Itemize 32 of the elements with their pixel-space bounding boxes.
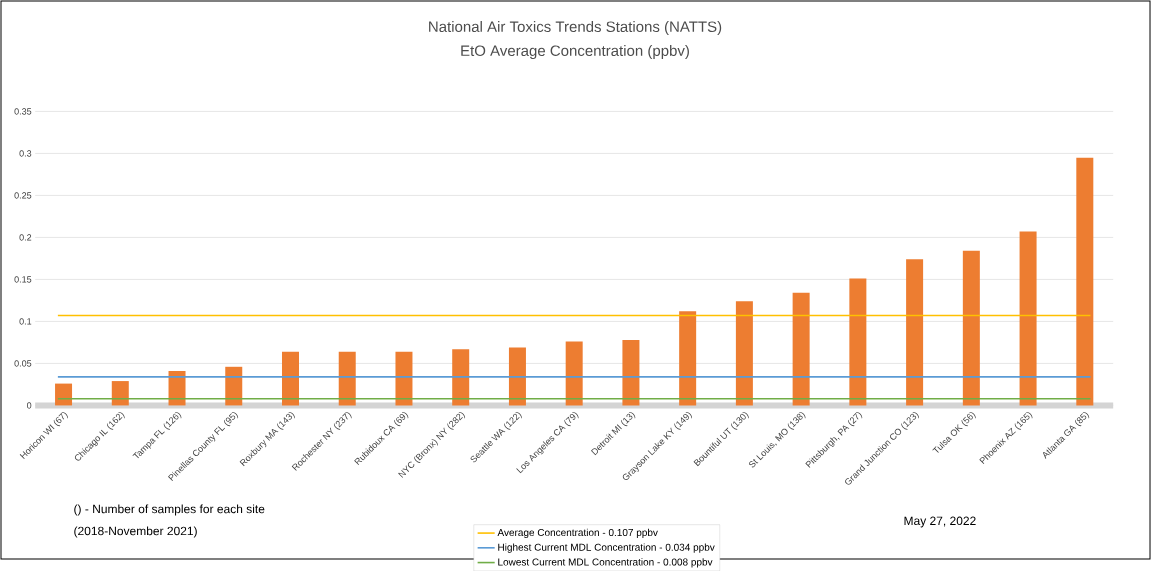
bar <box>679 311 697 406</box>
legend-label: Highest Current MDL Concentration - 0.034 ppbv <box>498 543 715 553</box>
y-tick-label: 0.1 <box>19 318 32 325</box>
y-tick-label: 0.35 <box>14 108 32 115</box>
y-tick-label: 0.2 <box>19 234 32 241</box>
y-tick-label: 0 <box>26 402 32 409</box>
bar <box>962 250 980 406</box>
bar <box>735 301 753 406</box>
bar <box>792 292 810 406</box>
text: (2018-November 2021) <box>74 526 197 538</box>
bar <box>1076 157 1094 406</box>
bar <box>111 381 129 406</box>
bar <box>282 351 299 406</box>
bar <box>508 347 526 406</box>
bar <box>849 278 867 406</box>
text: () - Number of samples for each site <box>74 504 265 516</box>
y-tick-label: 0.15 <box>14 276 32 283</box>
bar <box>1019 231 1037 406</box>
bar <box>906 259 924 406</box>
bar <box>622 339 640 406</box>
y-tick-label: 0.25 <box>14 192 32 199</box>
bar <box>565 341 583 406</box>
bar <box>452 349 470 406</box>
text: May 27, 2022 <box>904 516 976 528</box>
chart-subtitle: EtO Average Concentration (ppbv) <box>461 44 689 59</box>
legend-label: Lowest Current MDL Concentration - 0.008 ppbv <box>498 558 713 568</box>
y-tick-label: 0.05 <box>14 360 32 367</box>
y-tick-label: 0.3 <box>19 150 32 157</box>
bar <box>395 351 413 406</box>
bar <box>338 351 356 406</box>
chart-title: National Air Toxics Trends Stations (NATTS) <box>429 20 722 35</box>
legend-label: Average Concentration - 0.107 ppbv <box>497 528 658 538</box>
